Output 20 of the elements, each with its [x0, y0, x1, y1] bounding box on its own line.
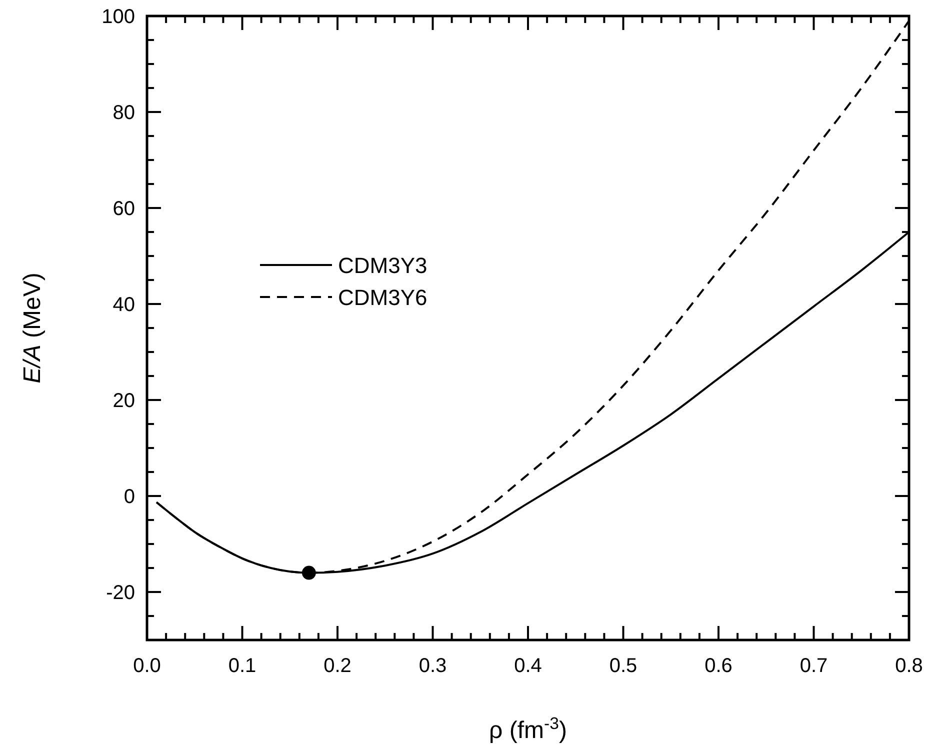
x-axis-title: ρ (fm$^{-3}$): [489, 714, 567, 744]
x-tick-label: 0.2: [324, 655, 352, 677]
y-tick-label: 100: [102, 6, 135, 28]
y-tick-label: -20: [106, 582, 135, 604]
legend-label: CDM3Y3: [338, 253, 428, 278]
y-tick-label: 80: [112, 102, 135, 124]
y-tick-label: 60: [112, 198, 135, 220]
y-tick-label: 20: [112, 390, 135, 412]
x-tick-label: 0.7: [800, 655, 828, 677]
legend-label: CDM3Y6: [338, 285, 428, 310]
x-tick-label: 0.1: [228, 655, 256, 677]
y-axis-title: E/A (MeV): [19, 272, 46, 384]
y-tick-label: 40: [112, 294, 135, 316]
x-tick-label: 0.5: [609, 655, 638, 677]
x-tick-label: 0.0: [133, 655, 161, 677]
y-tick-label: 0: [124, 486, 135, 508]
x-tick-label: 0.4: [514, 655, 542, 677]
x-tick-label: 0.3: [418, 655, 447, 677]
x-tick-label: 0.8: [895, 655, 923, 677]
x-tick-label: 0.6: [704, 655, 732, 677]
